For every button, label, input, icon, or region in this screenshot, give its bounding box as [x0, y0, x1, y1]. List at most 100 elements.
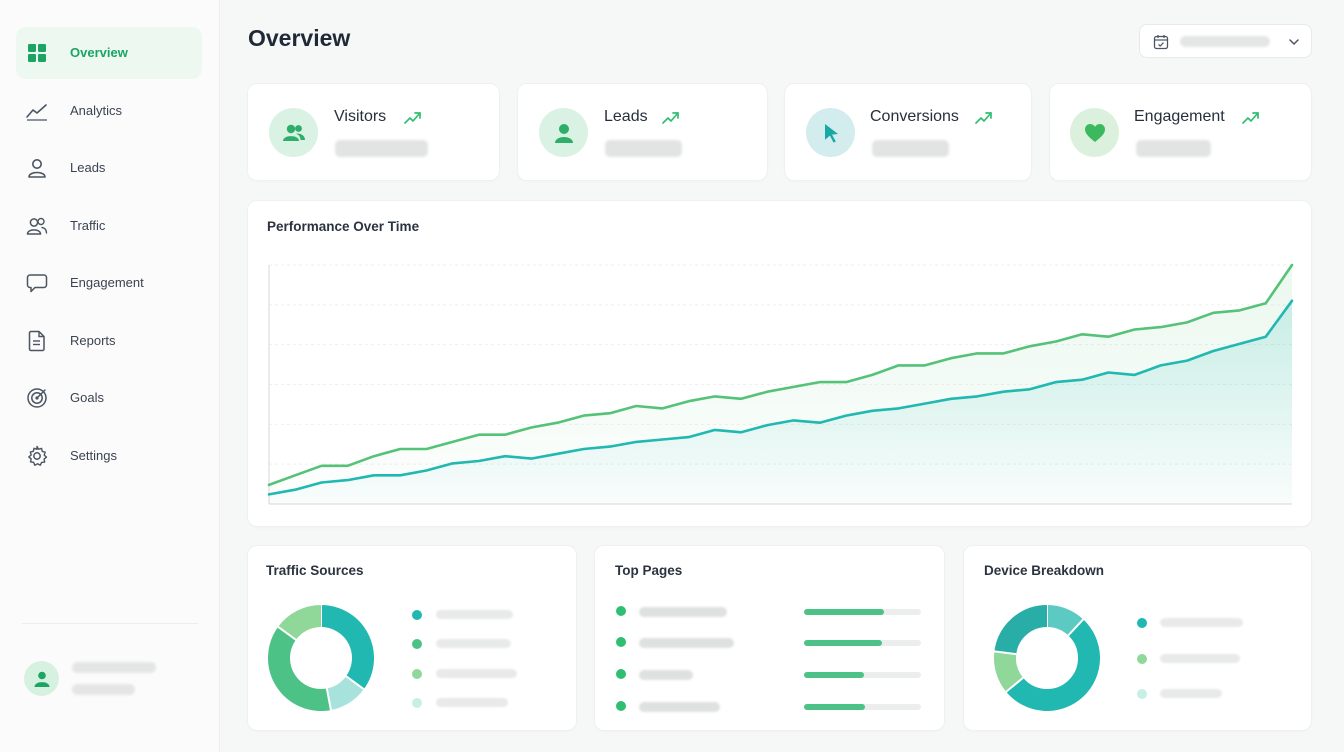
kpi-value-placeholder: [605, 140, 682, 157]
cursor-icon: [824, 123, 838, 143]
legend-label-placeholder: [1160, 618, 1243, 627]
kpi-card-leads[interactable]: Leads: [517, 83, 768, 181]
trend-line-icon: [26, 100, 48, 122]
grid-icon: [26, 42, 48, 64]
legend-label-placeholder: [436, 639, 511, 648]
sidebar-item-reports[interactable]: Reports: [16, 315, 202, 367]
legend-dot: [412, 698, 422, 708]
user-name-placeholder: [72, 662, 156, 673]
page-progress-fill: [804, 640, 883, 646]
chart-title: Performance Over Time: [267, 219, 420, 234]
donut-slice-4[interactable]: [278, 605, 322, 641]
legend-dot: [1137, 689, 1147, 699]
heart-icon: [1084, 123, 1105, 142]
kpi-icon-circle: [1070, 108, 1119, 157]
sidebar-item-label: Reports: [70, 333, 116, 348]
sidebar-item-label: Goals: [70, 390, 104, 405]
page-name-placeholder[interactable]: [639, 702, 720, 712]
sidebar-item-label: Overview: [70, 45, 128, 60]
sidebar: Overview Analytics Leads Traffic Engagem…: [0, 0, 220, 752]
legend-dot: [412, 639, 422, 649]
gear-icon: [26, 445, 48, 467]
sidebar-item-label: Engagement: [70, 275, 144, 290]
page-progress-fill: [804, 704, 865, 710]
kpi-title: Leads: [604, 108, 648, 125]
chat-bubble-icon: [26, 272, 48, 294]
trend-up-icon: [662, 112, 679, 124]
page-progress-track: [804, 640, 921, 646]
donut-slice-1[interactable]: [320, 605, 374, 690]
legend-dot: [1137, 654, 1147, 664]
trend-up-icon: [404, 112, 421, 124]
kpi-card-visitors[interactable]: Visitors: [247, 83, 500, 181]
section-title: Traffic Sources: [266, 563, 364, 578]
page-title: Overview: [248, 25, 351, 51]
donut-slice-4[interactable]: [994, 605, 1048, 655]
donut-slice-1[interactable]: [1046, 605, 1084, 636]
page-progress-track: [804, 672, 921, 678]
legend-label-placeholder: [436, 698, 508, 707]
user-icon: [26, 157, 48, 179]
traffic-sources-donut: [268, 605, 374, 711]
list-item-dot: [616, 701, 626, 711]
page-progress-fill: [804, 672, 864, 678]
sidebar-item-settings[interactable]: Settings: [16, 430, 202, 482]
page-name-placeholder[interactable]: [639, 638, 734, 648]
legend-dot: [412, 669, 422, 679]
sidebar-item-overview[interactable]: Overview: [16, 27, 202, 79]
document-icon: [26, 330, 48, 352]
legend-dot: [412, 610, 422, 620]
slice-separator: [345, 675, 365, 690]
user-icon: [554, 123, 573, 143]
page-progress-fill: [804, 609, 884, 615]
target-icon: [26, 387, 48, 409]
page-name-placeholder[interactable]: [639, 607, 727, 617]
legend-label-placeholder: [1160, 654, 1240, 663]
chevron-down-icon: [1289, 39, 1299, 45]
slice-separator: [325, 688, 332, 711]
sidebar-item-label: Settings: [70, 448, 117, 463]
date-range-picker[interactable]: [1139, 24, 1312, 58]
donut-slice-2[interactable]: [1006, 619, 1100, 711]
sidebar-item-engagement[interactable]: Engagement: [16, 257, 202, 309]
legend-label-placeholder: [436, 669, 517, 678]
list-item-dot: [616, 637, 626, 647]
calendar-icon: [1153, 35, 1169, 50]
sidebar-divider: [22, 623, 198, 624]
sidebar-item-analytics[interactable]: Analytics: [16, 85, 202, 137]
legend-label-placeholder: [436, 610, 513, 619]
page-name-placeholder[interactable]: [639, 670, 693, 680]
donut-slice-3[interactable]: [994, 651, 1024, 692]
sidebar-item-traffic[interactable]: Traffic: [16, 200, 202, 252]
donut-slice-2[interactable]: [326, 675, 364, 711]
slice-separator: [994, 650, 1017, 656]
sidebar-item-label: Leads: [70, 160, 106, 175]
avatar[interactable]: [24, 661, 59, 696]
kpi-value-placeholder: [872, 140, 949, 157]
performance-line-chart: [267, 263, 1294, 505]
sidebar-item-leads[interactable]: Leads: [16, 142, 202, 194]
performance-chart-card: Performance Over Time: [247, 200, 1312, 527]
trend-up-icon: [1242, 112, 1259, 124]
kpi-icon-circle: [806, 108, 855, 157]
kpi-value-placeholder: [1136, 140, 1211, 157]
kpi-icon-circle: [269, 108, 318, 157]
slice-separator: [1067, 618, 1085, 637]
users-icon: [26, 215, 48, 237]
list-item-dot: [616, 669, 626, 679]
list-item-dot: [616, 606, 626, 616]
series-line-1: [267, 263, 1294, 487]
kpi-card-engagement[interactable]: Engagement: [1049, 83, 1312, 181]
kpi-icon-circle: [539, 108, 588, 157]
donut-slice-3[interactable]: [268, 626, 331, 711]
device-breakdown-card: Device Breakdown: [963, 545, 1312, 731]
series-line-2: [267, 299, 1294, 496]
device-breakdown-donut: [994, 605, 1100, 711]
user-email-placeholder: [72, 684, 135, 695]
page-progress-track: [804, 704, 921, 710]
sidebar-item-goals[interactable]: Goals: [16, 372, 202, 424]
kpi-title: Visitors: [334, 108, 387, 125]
kpi-card-conversions[interactable]: Conversions: [784, 83, 1032, 181]
legend-dot: [1137, 618, 1147, 628]
kpi-value-placeholder: [335, 140, 428, 157]
